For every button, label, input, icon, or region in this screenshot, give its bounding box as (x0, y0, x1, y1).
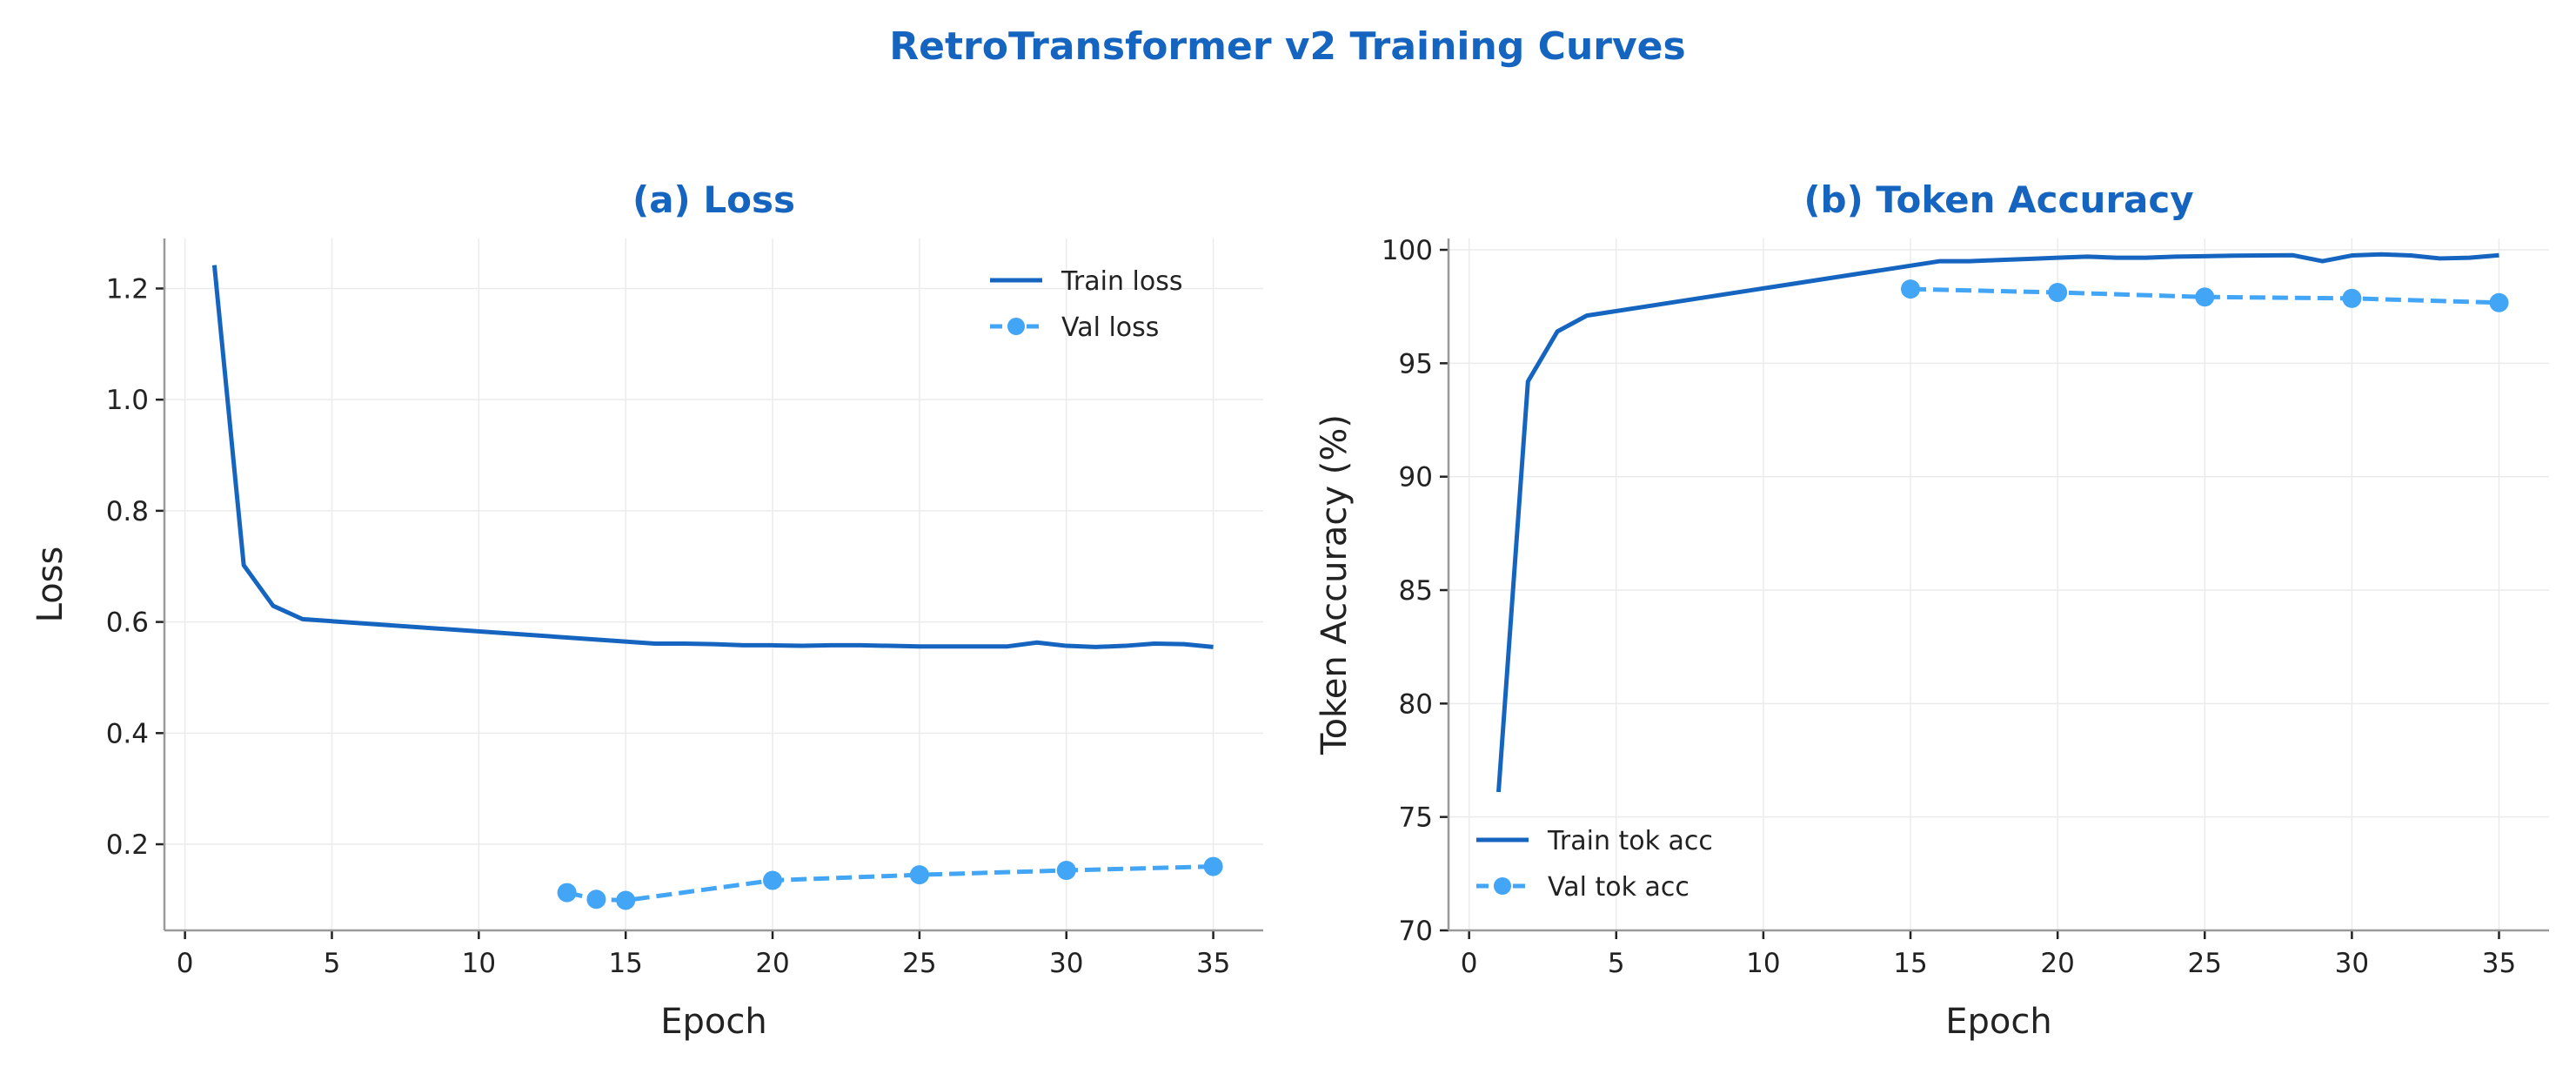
x-tick-label: 25 (2188, 948, 2222, 979)
data-point (763, 870, 783, 890)
subplot-title: (b) Token Accuracy (1803, 178, 2193, 221)
data-point (557, 883, 577, 903)
legend-marker (1007, 318, 1025, 335)
y-tick-label: 85 (1399, 575, 1433, 607)
x-tick-label: 35 (1196, 948, 1230, 979)
x-tick-label: 5 (1608, 948, 1625, 979)
y-tick-label: 95 (1399, 348, 1433, 379)
legend-label: Train loss (1061, 266, 1182, 297)
y-tick-label: 0.6 (106, 607, 149, 639)
x-axis-label: Epoch (1945, 1002, 2051, 1042)
x-tick-label: 30 (1049, 948, 1083, 979)
figure-title: RetroTransformer v2 Training Curves (889, 24, 1685, 69)
y-tick-label: 100 (1382, 235, 1433, 266)
y-axis-label: Loss (30, 547, 70, 623)
series-line-train-tok-acc (1496, 252, 2499, 793)
x-tick-label: 15 (608, 948, 642, 979)
accuracy-panel: 0 5 10 15 20 25 30 35 70 75 80 85 90 95 100 (b) Token A… (1315, 178, 2549, 1042)
legend: Train tok acc Val tok acc (1476, 826, 1713, 903)
data-point (586, 889, 606, 910)
y-tick-label: 1.0 (106, 385, 149, 416)
loss-panel: 0 5 10 15 20 25 30 35 0.2 0.4 0.6 0.8 1.0 1.2 (a) Loss… (30, 178, 1263, 1042)
data-point (909, 865, 929, 885)
data-point (1203, 856, 1223, 876)
x-tick-label: 10 (1746, 948, 1780, 979)
data-point (1901, 279, 1921, 299)
legend-label: Val loss (1061, 312, 1159, 343)
y-tick-label: 90 (1399, 462, 1433, 493)
legend-label: Val tok acc (1548, 872, 1689, 903)
subplot-title: (a) Loss (632, 178, 795, 221)
x-tick-label: 20 (2040, 948, 2074, 979)
x-axis-label: Epoch (660, 1002, 766, 1042)
y-tick-label: 75 (1399, 802, 1433, 834)
data-point (1056, 861, 1076, 881)
legend-label: Train tok acc (1547, 826, 1713, 856)
y-tick-label: 70 (1399, 916, 1433, 947)
data-point (616, 890, 636, 910)
y-tick-label: 0.2 (106, 829, 149, 861)
data-point (2195, 287, 2215, 307)
legend: Train loss Val loss (990, 266, 1182, 343)
x-tick-label: 5 (324, 948, 341, 979)
x-tick-label: 10 (462, 948, 496, 979)
series-line-train-loss (211, 265, 1214, 649)
x-tick-label: 15 (1893, 948, 1927, 979)
x-tick-label: 35 (2482, 948, 2516, 979)
data-point (2048, 283, 2068, 303)
x-tick-label: 25 (902, 948, 936, 979)
y-tick-label: 80 (1399, 688, 1433, 720)
data-point (2342, 288, 2362, 308)
legend-marker (1494, 877, 1511, 895)
series-line-val-loss (566, 864, 1214, 903)
x-tick-label: 20 (755, 948, 789, 979)
y-tick-label: 0.8 (106, 496, 149, 527)
y-axis-label: Token Accuracy (%) (1315, 414, 1355, 755)
data-point (2489, 292, 2509, 312)
y-tick-label: 1.2 (106, 273, 149, 305)
y-tick-label: 0.4 (106, 718, 149, 749)
x-tick-label: 0 (177, 948, 194, 979)
x-tick-label: 0 (1461, 948, 1478, 979)
x-tick-label: 30 (2335, 948, 2369, 979)
